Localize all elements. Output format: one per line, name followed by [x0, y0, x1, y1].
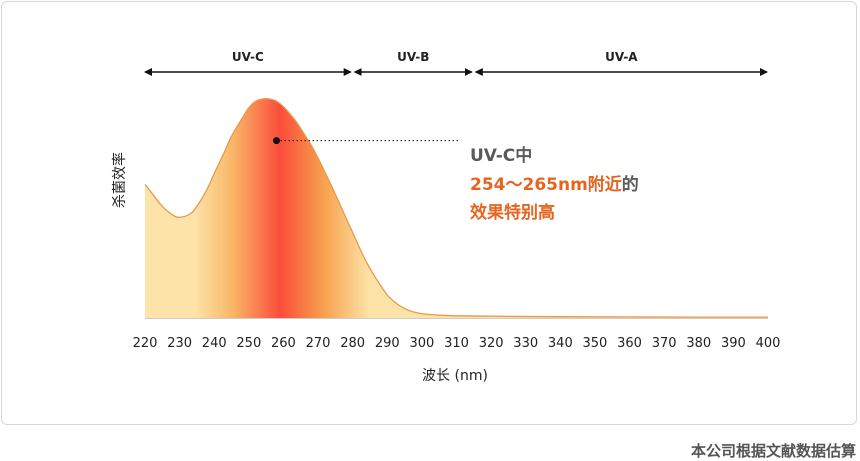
- x-tick-label: 350: [583, 336, 608, 351]
- y-axis-title: 杀菌效率: [111, 152, 128, 208]
- x-tick-label: 230: [167, 336, 192, 351]
- x-tick-label: 400: [756, 336, 781, 351]
- annotation-line-2: 254～265nm附近的: [470, 174, 639, 195]
- x-tick-label: 290: [375, 336, 400, 351]
- x-axis-ticks: 220 230 240 250 260 270 280 290 300 310 320 330 340 3…: [133, 336, 781, 351]
- annotation-line-2-rest: 的: [622, 174, 639, 195]
- band-label-uv-a: UV-A: [605, 50, 638, 64]
- x-tick-label: 280: [340, 336, 365, 351]
- x-tick-label: 320: [479, 336, 504, 351]
- source-note: 本公司根据文献数据估算: [690, 442, 856, 460]
- x-tick-label: 260: [271, 336, 296, 351]
- x-tick-label: 380: [686, 336, 711, 351]
- x-tick-label: 310: [444, 336, 469, 351]
- x-tick-label: 340: [548, 336, 573, 351]
- x-tick-label: 360: [617, 336, 642, 351]
- annotation-line-3: 效果特别高: [470, 202, 555, 223]
- x-tick-label: 240: [202, 336, 227, 351]
- x-tick-label: 370: [652, 336, 677, 351]
- x-tick-label: 220: [133, 336, 158, 351]
- efficiency-curve: [144, 98, 769, 318]
- annotation-highlight: 254～265nm附近: [470, 174, 622, 195]
- x-tick-label: 330: [513, 336, 538, 351]
- x-tick-label: 390: [721, 336, 746, 351]
- x-tick-label: 270: [306, 336, 331, 351]
- band-label-uv-b: UV-B: [397, 50, 429, 64]
- peak-annotation: UV-C中 254～265nm附近的 效果特别高: [273, 137, 639, 223]
- x-tick-label: 250: [236, 336, 261, 351]
- efficiency-area: [145, 98, 768, 318]
- band-label-uv-c: UV-C: [232, 50, 264, 64]
- annotation-line-1: UV-C中: [470, 145, 532, 166]
- uv-band-arrows: UV-C UV-B UV-A: [144, 50, 768, 76]
- x-tick-label: 300: [409, 336, 434, 351]
- x-axis-title: 波长 (nm): [422, 368, 488, 384]
